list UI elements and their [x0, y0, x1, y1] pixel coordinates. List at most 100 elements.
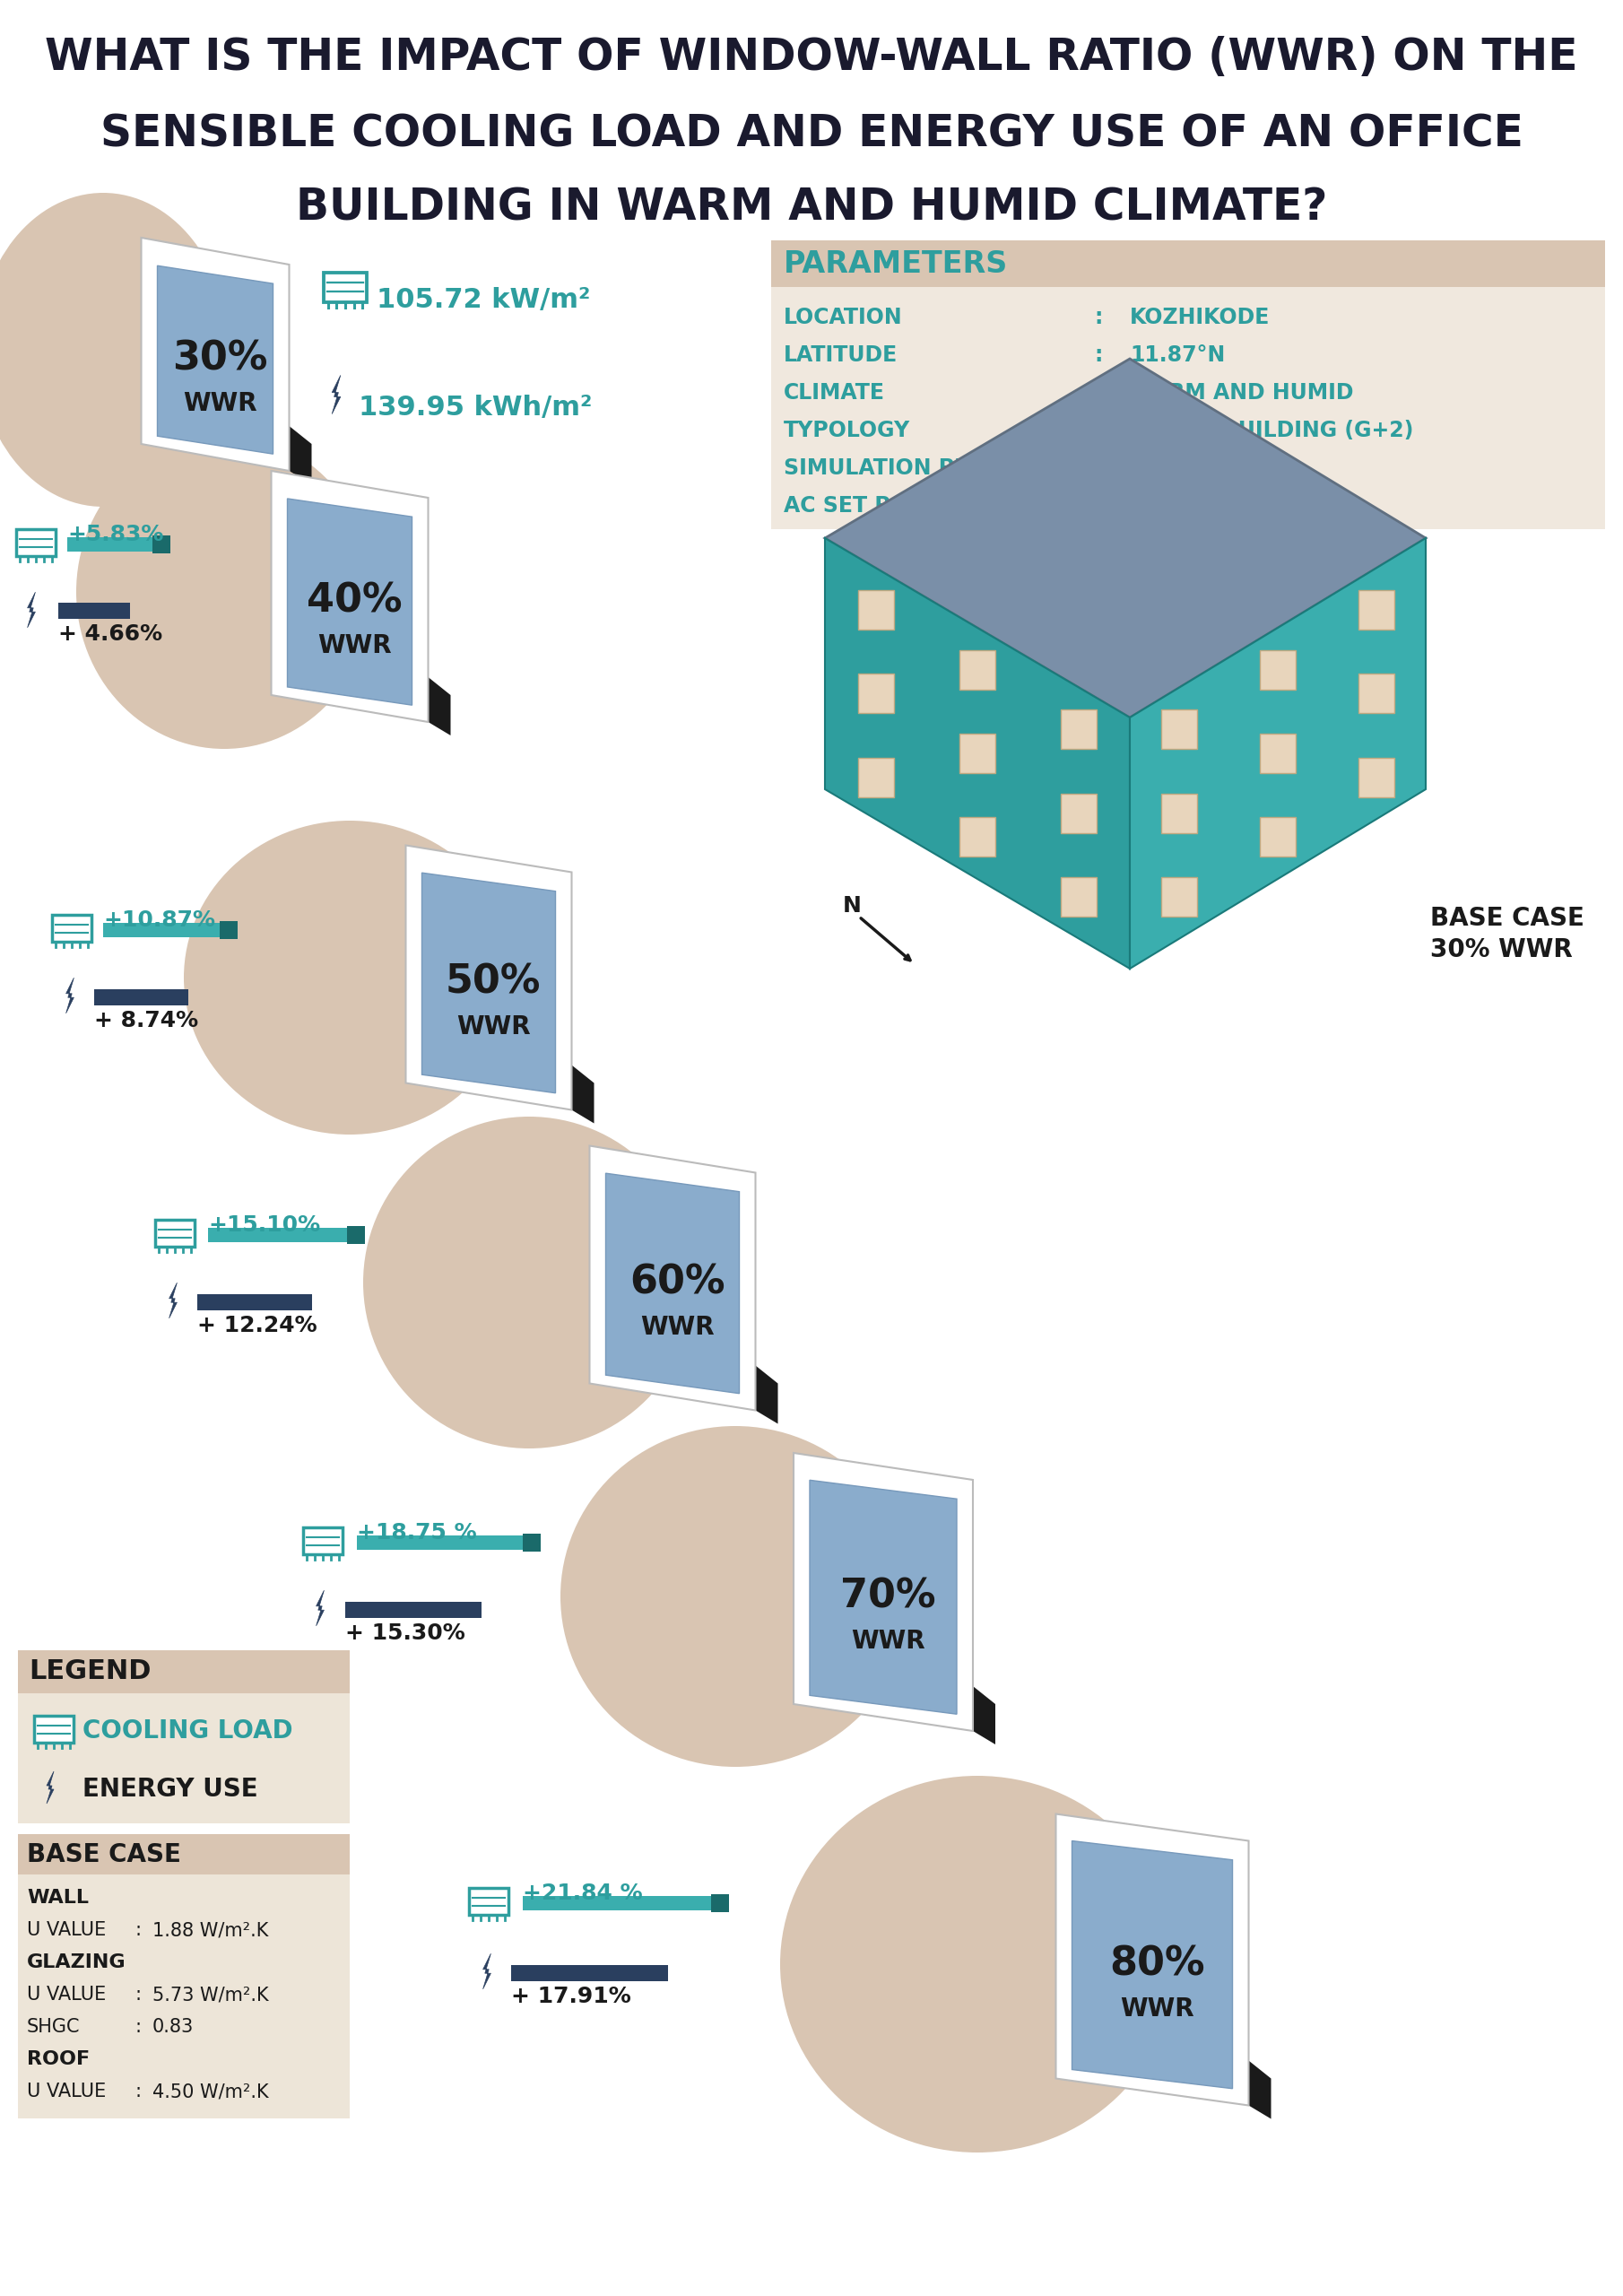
FancyBboxPatch shape	[347, 1226, 365, 1244]
Polygon shape	[28, 592, 36, 627]
Text: 139.95 kWh/m²: 139.95 kWh/m²	[359, 395, 592, 420]
Text: WARM AND HUMID: WARM AND HUMID	[1130, 381, 1354, 404]
Ellipse shape	[76, 434, 372, 748]
Text: CLIMATE: CLIMATE	[784, 381, 885, 404]
Text: SENSIBLE COOLING LOAD AND ENERGY USE OF AN OFFICE: SENSIBLE COOLING LOAD AND ENERGY USE OF …	[101, 113, 1522, 156]
Text: U VALUE: U VALUE	[28, 1986, 105, 2004]
Text: WALL: WALL	[28, 1890, 89, 1906]
Text: 4.50 W/m².K: 4.50 W/m².K	[153, 2082, 269, 2101]
Text: +21.84 %: +21.84 %	[523, 1883, 643, 1903]
Text: SIMULATION PERIOD: SIMULATION PERIOD	[784, 457, 1029, 480]
Text: LATITUDE: LATITUDE	[784, 344, 898, 365]
Polygon shape	[859, 758, 894, 797]
FancyBboxPatch shape	[18, 1694, 349, 1823]
Text: COOLING LOAD: COOLING LOAD	[83, 1717, 292, 1743]
Polygon shape	[157, 266, 273, 455]
Polygon shape	[859, 673, 894, 714]
Text: GLAZING: GLAZING	[28, 1954, 127, 1972]
FancyBboxPatch shape	[198, 1295, 312, 1311]
Text: :: :	[1094, 381, 1102, 404]
Polygon shape	[605, 1173, 740, 1394]
Text: N: N	[842, 895, 862, 916]
Polygon shape	[1130, 537, 1425, 969]
FancyBboxPatch shape	[711, 1894, 729, 1913]
Text: 1.88 W/m².K: 1.88 W/m².K	[153, 1922, 268, 1940]
FancyBboxPatch shape	[156, 1219, 195, 1247]
Polygon shape	[422, 872, 555, 1093]
Polygon shape	[1259, 650, 1295, 689]
Text: WWR: WWR	[639, 1316, 714, 1341]
FancyBboxPatch shape	[208, 1228, 347, 1242]
Text: KOZHIKODE: KOZHIKODE	[1130, 308, 1271, 328]
Text: 0.83: 0.83	[153, 2018, 193, 2037]
Polygon shape	[755, 1366, 777, 1424]
Polygon shape	[1061, 709, 1097, 748]
Polygon shape	[1071, 1841, 1232, 2089]
Polygon shape	[1358, 758, 1394, 797]
Text: :: :	[1094, 457, 1102, 480]
FancyBboxPatch shape	[304, 1527, 342, 1554]
Polygon shape	[972, 1685, 995, 1745]
Polygon shape	[824, 358, 1425, 716]
Polygon shape	[484, 1954, 490, 1988]
Text: ANNUAL: ANNUAL	[1130, 457, 1229, 480]
Text: +10.87%: +10.87%	[104, 909, 216, 930]
Ellipse shape	[0, 193, 229, 507]
FancyBboxPatch shape	[52, 914, 91, 941]
Text: +5.83%: +5.83%	[67, 523, 164, 544]
Polygon shape	[571, 1065, 594, 1123]
Text: +18.75 %: +18.75 %	[357, 1522, 477, 1543]
Polygon shape	[1259, 817, 1295, 856]
FancyBboxPatch shape	[511, 1965, 669, 1981]
Polygon shape	[1358, 673, 1394, 714]
Text: WWR: WWR	[316, 634, 391, 659]
FancyBboxPatch shape	[34, 1715, 73, 1743]
Polygon shape	[589, 1146, 755, 1410]
Text: 80%: 80%	[1109, 1945, 1204, 1984]
Ellipse shape	[364, 1116, 695, 1449]
Polygon shape	[1061, 794, 1097, 833]
FancyBboxPatch shape	[153, 535, 170, 553]
Polygon shape	[406, 845, 571, 1109]
Text: :: :	[135, 1922, 141, 1940]
Text: WWR: WWR	[183, 390, 256, 416]
Text: 40%: 40%	[307, 581, 403, 620]
Text: ENERGY USE: ENERGY USE	[83, 1777, 258, 1802]
FancyBboxPatch shape	[67, 537, 153, 551]
Polygon shape	[289, 427, 312, 484]
Ellipse shape	[183, 820, 516, 1134]
Text: OFFICE BUILDING (G+2): OFFICE BUILDING (G+2)	[1130, 420, 1414, 441]
FancyBboxPatch shape	[469, 1887, 508, 1915]
Text: + 8.74%: + 8.74%	[94, 1010, 198, 1031]
Polygon shape	[859, 590, 894, 629]
FancyBboxPatch shape	[18, 1835, 349, 1874]
Polygon shape	[1259, 735, 1295, 774]
Polygon shape	[287, 498, 412, 705]
Text: + 15.30%: + 15.30%	[346, 1623, 466, 1644]
FancyBboxPatch shape	[104, 923, 219, 937]
FancyBboxPatch shape	[18, 1874, 349, 2119]
FancyBboxPatch shape	[16, 528, 55, 556]
Text: 30%: 30%	[172, 340, 268, 379]
FancyBboxPatch shape	[323, 273, 367, 301]
Text: 5.73 W/m².K: 5.73 W/m².K	[153, 1986, 269, 2004]
FancyBboxPatch shape	[523, 1896, 711, 1910]
Text: LOCATION: LOCATION	[784, 308, 902, 328]
Polygon shape	[141, 239, 289, 471]
Text: + 17.91%: + 17.91%	[511, 1986, 631, 2007]
FancyBboxPatch shape	[58, 602, 130, 620]
Polygon shape	[959, 735, 995, 774]
Text: 60%: 60%	[630, 1263, 725, 1302]
Text: AC SET POINT: AC SET POINT	[784, 496, 948, 517]
Text: WWR: WWR	[850, 1628, 925, 1653]
Polygon shape	[1061, 877, 1097, 916]
Text: PARAMETERS: PARAMETERS	[784, 248, 1008, 278]
Text: TYPOLOGY: TYPOLOGY	[784, 420, 911, 441]
Text: 24°C: 24°C	[1130, 496, 1185, 517]
Polygon shape	[271, 471, 428, 721]
Text: SHGC: SHGC	[28, 2018, 80, 2037]
Text: :: :	[135, 2018, 141, 2037]
FancyBboxPatch shape	[523, 1534, 540, 1552]
Text: 70%: 70%	[841, 1577, 935, 1616]
Text: LEGEND: LEGEND	[29, 1658, 151, 1685]
